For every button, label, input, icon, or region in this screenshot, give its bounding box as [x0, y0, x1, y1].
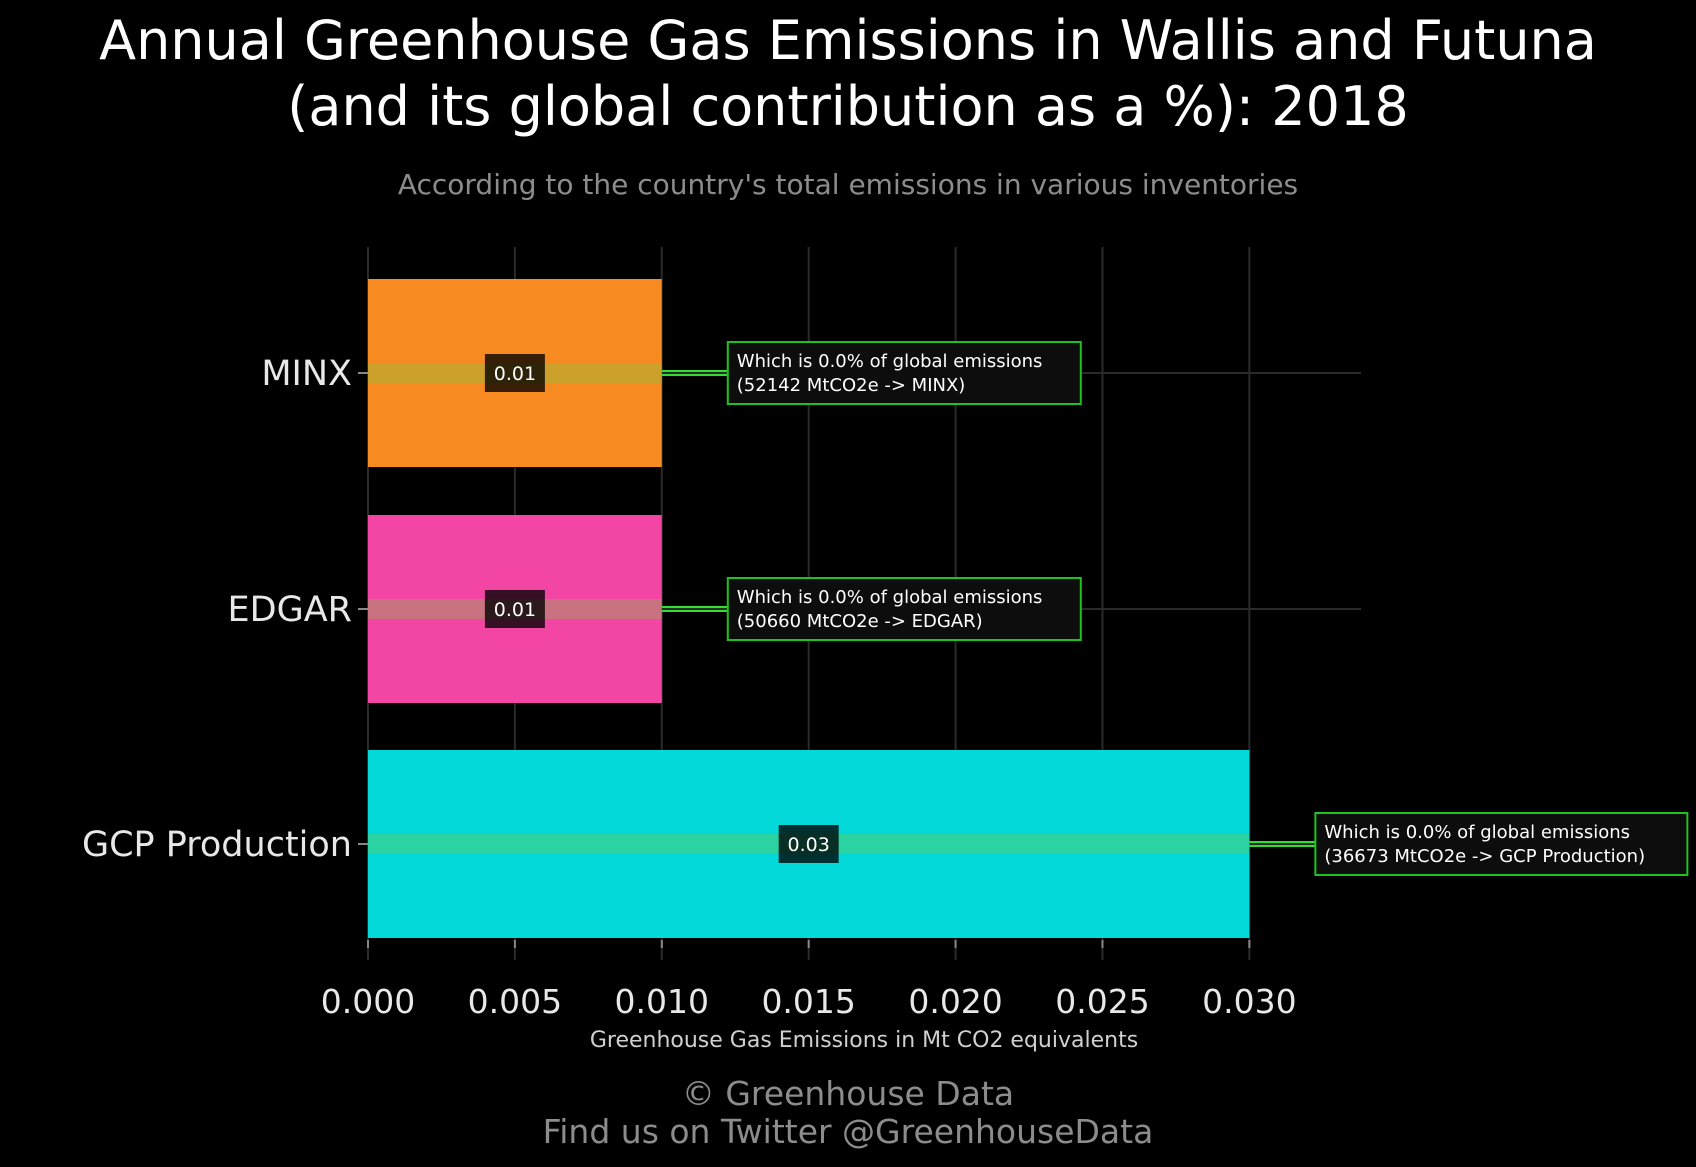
annotation-text-line-2: (52142 MtCO2e -> MINX): [737, 375, 966, 396]
annotation-box: [726, 341, 1082, 405]
annotation-text-line-1: Which is 0.0% of global emissions: [737, 351, 1043, 372]
annotation-text-line-1: Which is 0.0% of global emissions: [1324, 822, 1630, 843]
footer-copyright: © Greenhouse Data: [681, 1074, 1015, 1113]
value-label: 0.01: [494, 599, 536, 621]
category-label: GCP Production: [82, 825, 352, 865]
annotation-text-line-1: Which is 0.0% of global emissions: [737, 587, 1043, 608]
annotation-box: [726, 577, 1082, 641]
footer-twitter: Find us on Twitter @GreenhouseData: [542, 1112, 1154, 1151]
annotation-text-line-2: (50660 MtCO2e -> EDGAR): [737, 611, 983, 632]
chart-subtitle: According to the country's total emissio…: [397, 168, 1299, 201]
annotation-text-line-2: (36673 MtCO2e -> GCP Production): [1324, 846, 1645, 867]
value-label-box: [484, 590, 545, 628]
annotation-box: [1314, 812, 1689, 876]
x-tick-label: 0.005: [468, 982, 562, 1021]
value-label: 0.01: [494, 363, 536, 385]
value-label-box: [484, 354, 545, 392]
x-tick-label: 0.030: [1202, 982, 1296, 1021]
value-label-box: [778, 825, 839, 863]
x-tick-label: 0.025: [1055, 982, 1149, 1021]
category-label: MINX: [261, 354, 352, 394]
value-label: 0.03: [788, 834, 830, 856]
x-tick-label: 0.000: [321, 982, 415, 1021]
chart-title-line-1: Annual Greenhouse Gas Emissions in Walli…: [99, 9, 1597, 72]
chart-title-line-2: (and its global contribution as a %): 20…: [287, 75, 1409, 138]
x-tick-label: 0.015: [761, 982, 855, 1021]
chart-title: Annual Greenhouse Gas Emissions in Walli…: [0, 8, 1696, 140]
x-tick-label: 0.010: [615, 982, 709, 1021]
x-tick-label: 0.020: [908, 982, 1002, 1021]
x-axis-label: Greenhouse Gas Emissions in Mt CO2 equiv…: [590, 1028, 1138, 1053]
category-label: EDGAR: [228, 590, 352, 630]
